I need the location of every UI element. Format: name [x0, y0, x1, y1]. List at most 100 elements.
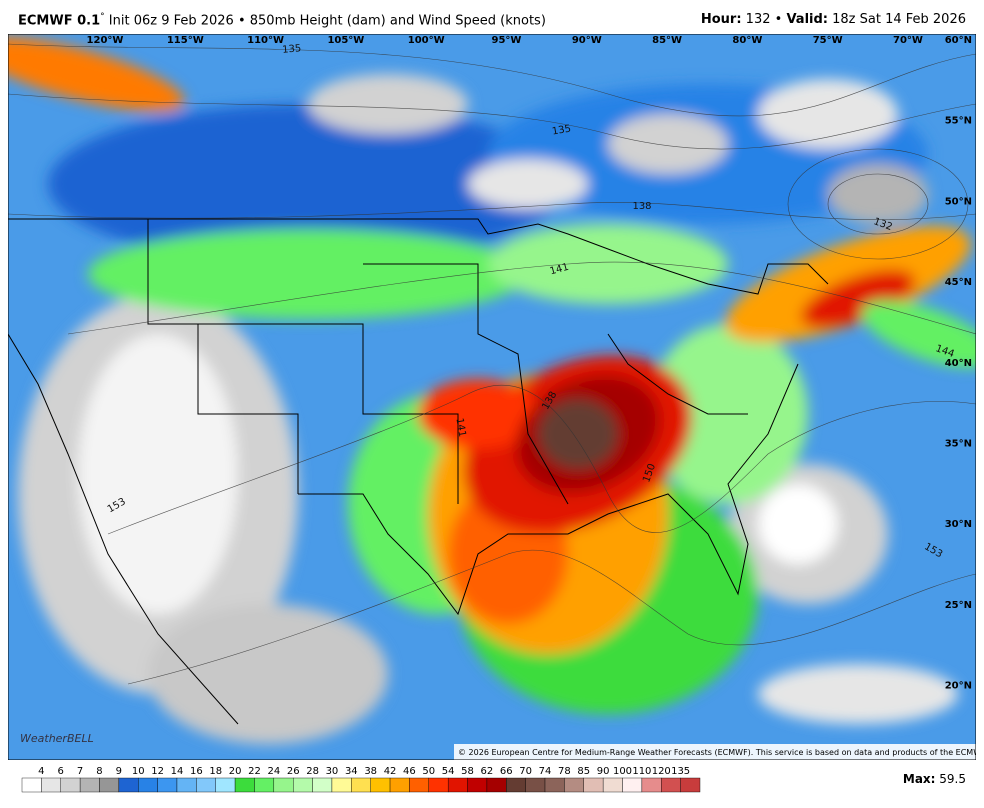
graticule-labels: 120°W 115°W 110°W 105°W 100°W 95°W 90°W 85°W 80°…	[87, 35, 972, 692]
colorbar-label: 50	[422, 766, 435, 777]
colorbar-swatch	[467, 777, 488, 793]
longitude-label: 70°W	[893, 35, 923, 46]
copyright: © 2026 European Centre for Medium-Range …	[458, 748, 976, 757]
max: Max: 59.5	[903, 772, 966, 786]
colorbar-swatch	[312, 777, 333, 793]
colorbar-label: 58	[461, 766, 474, 777]
colorbar-swatch	[525, 777, 546, 793]
colorbar-label: 28	[306, 766, 319, 777]
valid: 18z Sat 14 Feb 2026	[832, 12, 966, 27]
colorbar-swatch	[583, 777, 604, 793]
colorbar-label: 62	[481, 766, 494, 777]
colorbar-label: 42	[384, 766, 397, 777]
wind-field	[8, 36, 976, 744]
colorbar-swatch	[331, 777, 352, 793]
colorbar-swatch	[447, 777, 468, 793]
colorbar-swatch	[215, 777, 236, 793]
colorbar-label: 7	[77, 766, 83, 777]
logo: WeatherBELL	[20, 732, 94, 745]
height-contours	[8, 43, 976, 685]
latitude-label: 35°N	[945, 439, 972, 450]
colorbar-label: 46	[403, 766, 416, 777]
colorbar-label: 8	[96, 766, 102, 777]
longitude-label: 100°W	[408, 35, 445, 46]
longitude-label: 75°W	[813, 35, 843, 46]
colorbar-swatch	[544, 777, 565, 793]
colorbar-swatch	[389, 777, 410, 793]
longitude-label: 110°W	[247, 35, 284, 46]
colorbar-label: 100	[613, 766, 632, 777]
hour-label: Hour:	[700, 12, 742, 27]
colorbar-swatch	[486, 777, 507, 793]
degree: °	[100, 12, 105, 22]
longitude-label: 115°W	[167, 35, 204, 46]
colorbar-swatch	[661, 777, 681, 793]
latitude-label: 60°N	[945, 35, 972, 46]
colorbar-label: 4	[38, 766, 44, 777]
colorbar-label: 135	[671, 766, 690, 777]
borders	[8, 218, 829, 725]
latitude-label: 25°N	[945, 600, 972, 611]
colorbar-label: 70	[519, 766, 532, 777]
colorbar-swatch	[99, 777, 120, 793]
longitude-label: 95°W	[492, 35, 522, 46]
colorbar-swatch	[157, 777, 178, 793]
colorbar-label: 85	[577, 766, 590, 777]
contour-label: 135	[551, 123, 572, 137]
colorbar: 4 6 7 8 9 10 12 14 16 18 20 22 24 26 28 30 34 38 42 46 50 54 5…	[21, 766, 701, 793]
colorbar-swatch	[196, 777, 216, 793]
colorbar-swatch	[564, 777, 584, 793]
colorbar-swatch	[79, 777, 100, 793]
colorbar-label: 74	[539, 766, 552, 777]
max-label: Max:	[902, 772, 936, 786]
colorbar-label: 38	[364, 766, 377, 777]
contour-label: 141	[549, 262, 570, 278]
colorbar-swatch	[118, 777, 139, 793]
colorbar-swatch	[370, 777, 391, 793]
colorbar-label: 14	[171, 766, 184, 777]
valid-label: Valid:	[786, 12, 828, 27]
latitude-label: 40°N	[945, 358, 972, 369]
colorbar-swatch	[680, 777, 701, 793]
colorbar-label: 9	[116, 766, 122, 777]
hour: 132	[745, 12, 771, 27]
separator: •	[774, 12, 783, 27]
colorbar-label: 30	[326, 766, 339, 777]
colorbar-label: 10	[132, 766, 145, 777]
colorbar-swatch	[409, 777, 429, 793]
colorbar-label: 120	[652, 766, 671, 777]
colorbar-swatch	[41, 777, 61, 793]
max-value: 59.5	[939, 772, 966, 786]
contour-label: 138	[632, 201, 651, 212]
colorbar-swatch	[622, 777, 643, 793]
colorbar-label: 26	[287, 766, 300, 777]
latitude-label: 20°N	[945, 681, 972, 692]
colorbar-swatch	[176, 777, 197, 793]
colorbar-label: 22	[248, 766, 261, 777]
colorbar-label: 78	[558, 766, 571, 777]
colorbar-label: 110	[632, 766, 651, 777]
colorbar-swatch	[254, 777, 275, 793]
colorbar-swatch	[293, 777, 313, 793]
longitude-label: 80°W	[732, 35, 762, 46]
colorbar-label: 66	[500, 766, 513, 777]
map: 120°W 115°W 110°W 105°W 100°W 95°W 90°W 85°W 80°…	[8, 34, 976, 760]
colorbar-swatch	[60, 777, 81, 793]
colorbar-swatch	[351, 777, 371, 793]
contour-label: 141	[453, 417, 467, 438]
colorbar-label: 16	[190, 766, 203, 777]
latitude-label: 50°N	[945, 196, 972, 207]
colorbar-swatch	[21, 777, 42, 793]
colorbar-swatch	[506, 777, 526, 793]
latitude-label: 55°N	[945, 116, 972, 127]
model: ECMWF 0.1	[18, 13, 101, 29]
colorbar-swatch	[428, 777, 449, 793]
latitude-label: 30°N	[945, 519, 972, 530]
longitude-label: 105°W	[327, 35, 364, 46]
colorbar-label: 6	[58, 766, 64, 777]
longitude-label: 85°W	[652, 35, 682, 46]
longitude-label: 120°W	[87, 35, 124, 46]
title: Init 06z 9 Feb 2026 • 850mb Height (dam)…	[108, 13, 546, 29]
colorbar-label: 54	[442, 766, 455, 777]
